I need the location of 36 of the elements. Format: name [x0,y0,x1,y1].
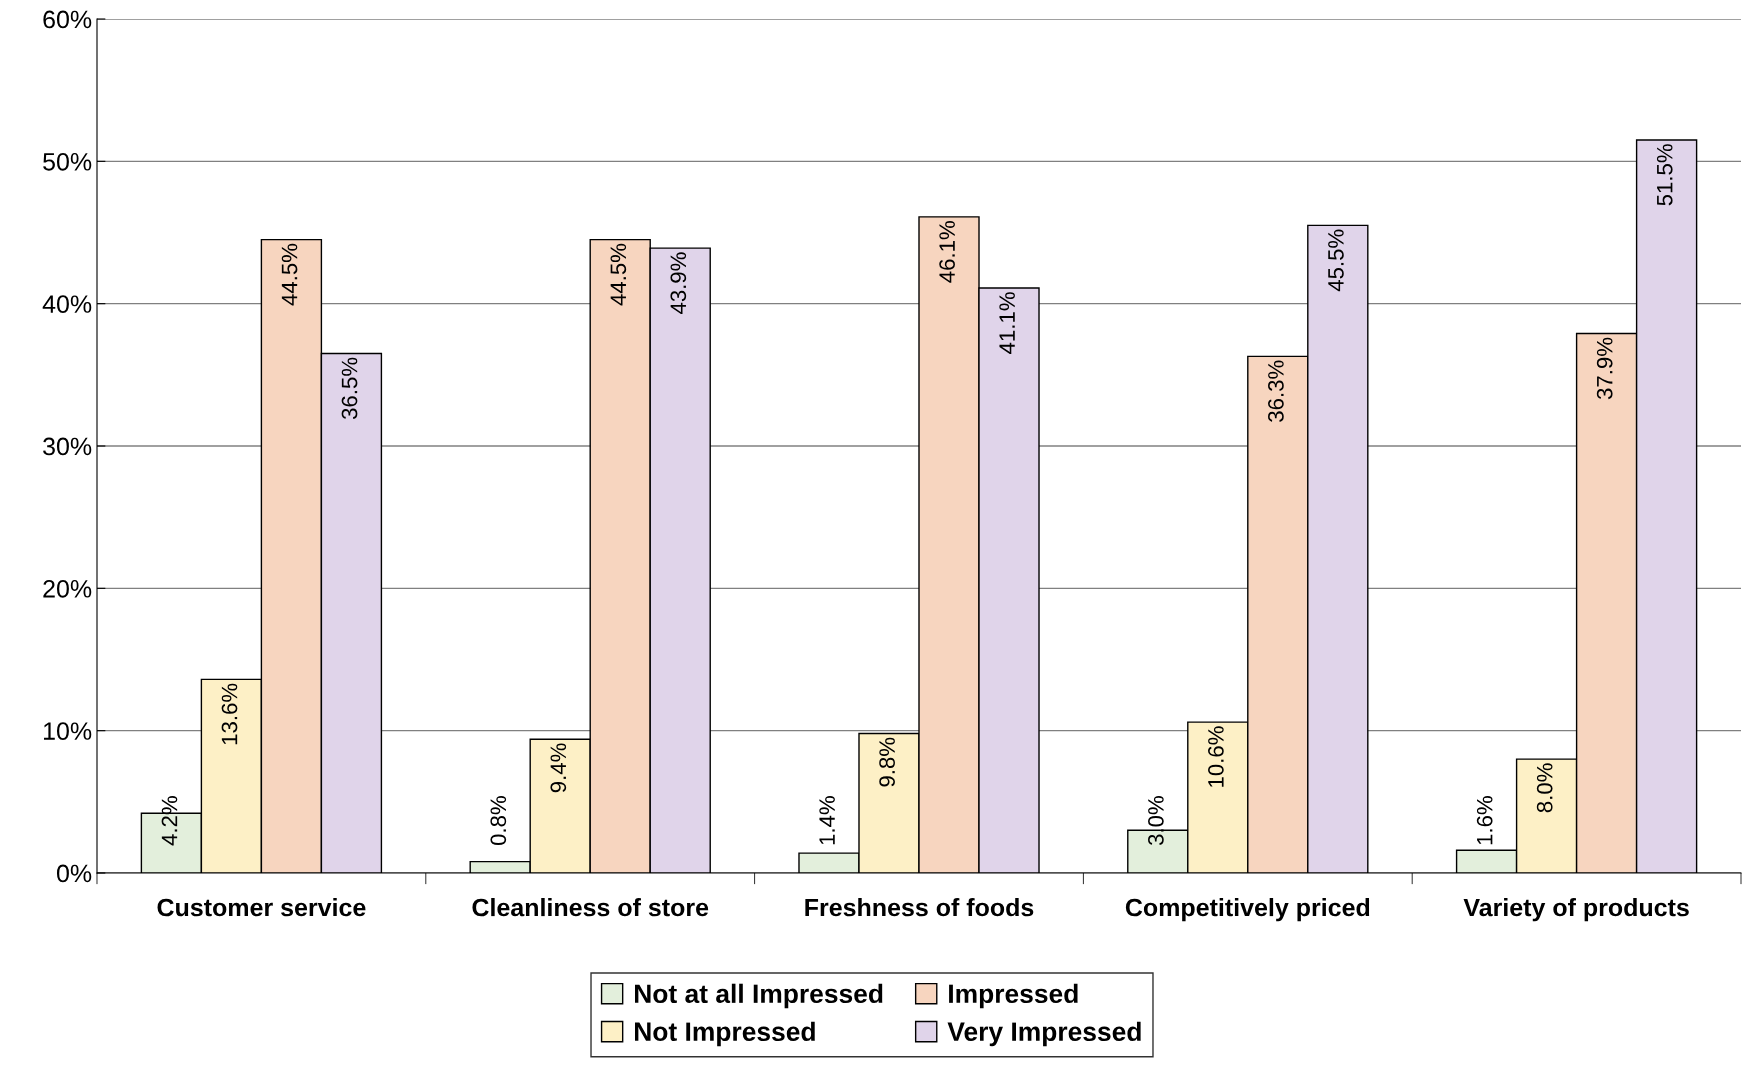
y-tick-label: 20% [43,579,92,598]
data-label: 44.5% [610,243,627,306]
data-label: 13.6% [221,683,238,745]
data-label: 41.1% [999,292,1015,354]
data-label: 51.5% [1656,144,1673,206]
data-label: 8.0% [1536,763,1553,813]
data-label: 1.4% [819,796,835,845]
data-label: 3.0% [1148,796,1164,846]
x-tick-label: Variety of products [1463,898,1689,922]
data-label: 44.5% [281,243,298,306]
x-tick-label: Cleanliness of store [472,898,709,917]
legend-label: Impressed [949,983,1078,1009]
data-label: 36.3% [1268,360,1284,422]
x-tick-label: Competitively priced [1125,898,1370,922]
x-tick-label: Freshness of foods [805,898,1034,917]
data-label: 0.8% [490,796,507,846]
legend-label: Not at all Impressed [635,983,883,1009]
data-label: 1.6% [1476,796,1493,845]
data-label: 10.6% [1208,726,1224,787]
data-label: 9.8% [879,737,895,787]
data-label: 43.9% [670,252,687,315]
data-label: 9.4% [550,743,567,793]
y-tick-label: 50% [43,152,92,171]
data-label: 36.5% [341,357,358,420]
data-label: 37.9% [1596,337,1613,400]
legend-label: Very Impressed [947,1021,1141,1047]
y-tick-label: 0% [56,864,92,883]
data-label: 4.2% [161,796,178,846]
data-label: 45.5% [1328,229,1344,292]
y-tick-label: 40% [42,295,92,313]
y-tick-label: 10% [44,722,92,740]
data-label: 46.1% [939,221,955,283]
y-tick-label: 30% [43,437,92,456]
x-tick-label: Customer service [157,898,366,917]
legend-label: Not Impressed [635,1021,815,1047]
y-tick-label: 60% [43,10,92,29]
